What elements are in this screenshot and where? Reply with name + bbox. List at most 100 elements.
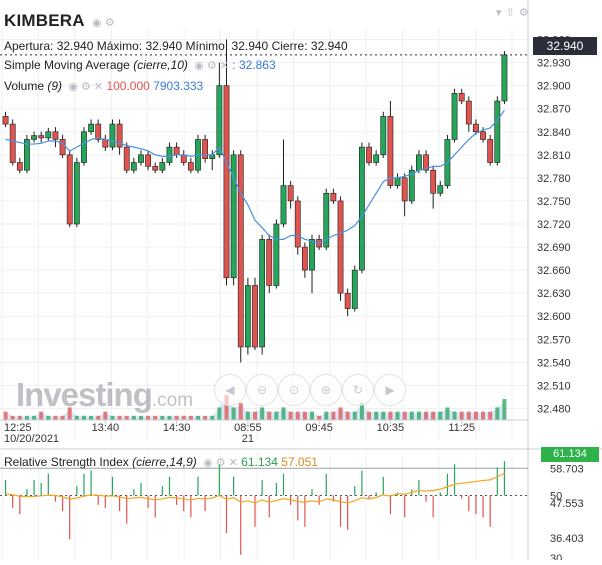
eye-icon[interactable]: ◉ (203, 457, 213, 469)
candle-body (351, 269, 358, 309)
zoom-in-button[interactable]: ⊕ (310, 374, 342, 406)
collapse-icon[interactable]: ▾ (496, 7, 506, 19)
grid (0, 28, 528, 560)
volume-bar (431, 411, 436, 420)
volume-bar (74, 415, 79, 420)
candle-body (95, 123, 102, 140)
zoom-out-button[interactable]: ⊖ (246, 374, 278, 406)
volume-bar (452, 411, 457, 420)
y-tick-label: 32.900 (537, 81, 571, 93)
watermark-suffix: .com (151, 390, 194, 411)
current-price-tag: 32.940 (533, 37, 597, 55)
candle-body (152, 166, 159, 171)
rsi-params: (cierre,14,9) (132, 455, 197, 469)
settings-gear-icon[interactable]: ⚙ (206, 60, 217, 72)
volume-bar (359, 403, 364, 420)
rsi-tick-label: 36.403 (550, 533, 584, 545)
sma-value: : 32.863 (232, 58, 276, 72)
zoom-out-icon: ⊖ (256, 383, 268, 397)
candle-body (294, 200, 301, 248)
candle-body (416, 154, 422, 171)
volume-bar (110, 415, 115, 420)
volume-bar (310, 411, 315, 420)
volume-bar (224, 394, 229, 420)
volume-bar (210, 415, 215, 420)
volume-bar (281, 407, 286, 420)
volume-ma-area (5, 397, 505, 420)
y-tick-label: 32.480 (537, 403, 571, 415)
reset-view-button[interactable]: ↻ (342, 374, 374, 406)
close-icon[interactable]: ✕ (93, 81, 104, 93)
x-tick-label: 11:25 (448, 422, 475, 434)
volume-legend[interactable]: Volume (9) ◉ ⚙ ✕ 100.000 7903.333 (4, 79, 203, 93)
volume-bar (3, 411, 8, 420)
close-icon[interactable]: ✕ (228, 457, 238, 469)
settings-gear-icon[interactable]: ⚙ (215, 457, 226, 469)
candle-body (52, 131, 59, 140)
candle-body (458, 93, 465, 102)
close-icon[interactable]: ✕ (219, 60, 229, 72)
volume-bar (459, 411, 464, 420)
volume-bar (124, 415, 129, 420)
volume-bar (288, 411, 293, 420)
candle-body (116, 123, 123, 148)
candles (2, 39, 508, 363)
candle-body (130, 162, 137, 171)
candle-body (337, 200, 344, 294)
volume-bar (17, 415, 22, 420)
settings-gear-icon[interactable]: ⚙ (104, 17, 115, 29)
volume-bar (174, 415, 179, 420)
sma-polyline (5, 109, 505, 244)
candle-body (451, 93, 458, 140)
sma-legend[interactable]: Simple Moving Average (cierre,10) ◉ ⚙ ✕ : … (4, 58, 276, 72)
volume-bar (53, 415, 58, 420)
volume-bar (338, 407, 343, 420)
settings-gear-icon[interactable]: ⚙ (518, 7, 533, 19)
volume-bar (466, 411, 471, 420)
up-arrow-icon[interactable]: ⇧ (505, 7, 519, 19)
candle-body (344, 292, 351, 309)
candle-body (9, 123, 16, 163)
candle-body (187, 162, 194, 171)
candle-body (437, 185, 444, 194)
eye-icon[interactable]: ◉ (194, 60, 204, 72)
volume-bar (231, 407, 236, 420)
rsi-tick-label: 58.703 (550, 463, 584, 475)
instrument-name: KIMBERA (4, 11, 85, 30)
rsi-signal-value: 57.051 (281, 455, 318, 469)
volume-bar (260, 407, 265, 420)
x-tick-label: 13:40 (92, 422, 120, 434)
scroll-left-button[interactable]: ◀ (214, 374, 246, 406)
volume-bar (117, 415, 122, 420)
zoom-reset-button[interactable]: ⊙ (278, 374, 310, 406)
volume-bar (331, 411, 336, 420)
candle-body (173, 146, 180, 156)
eye-icon[interactable]: ◉ (92, 17, 102, 29)
candle-body (473, 123, 479, 133)
settings-gear-icon[interactable]: ⚙ (81, 81, 91, 93)
x-tick-sublabel: 10/20/2021 (4, 433, 59, 445)
volume-bar (181, 415, 186, 420)
candle-body (280, 185, 287, 225)
candle-body (408, 169, 415, 202)
y-tick-label: 32.720 (537, 219, 571, 231)
volume-bar (488, 411, 493, 420)
volume-bar (345, 411, 350, 420)
volume-value-2: 7903.333 (153, 79, 204, 93)
candle-body (24, 139, 30, 171)
scroll-right-button[interactable]: ▶ (374, 374, 406, 406)
eye-icon[interactable]: ◉ (68, 81, 78, 93)
candle-body (66, 154, 73, 225)
candle-body (501, 54, 508, 102)
rsi-legend[interactable]: Relative Strength Index (cierre,14,9) ◉ ⚙… (4, 455, 318, 469)
candle-body (366, 146, 372, 163)
volume-bar (153, 415, 158, 420)
volume-params: (9) (47, 79, 63, 93)
volume-label: Volume (4, 79, 45, 93)
close-value: 32.940 (310, 39, 348, 53)
volume-bar (203, 415, 208, 420)
rsi-tick-label: 50 (550, 491, 562, 503)
